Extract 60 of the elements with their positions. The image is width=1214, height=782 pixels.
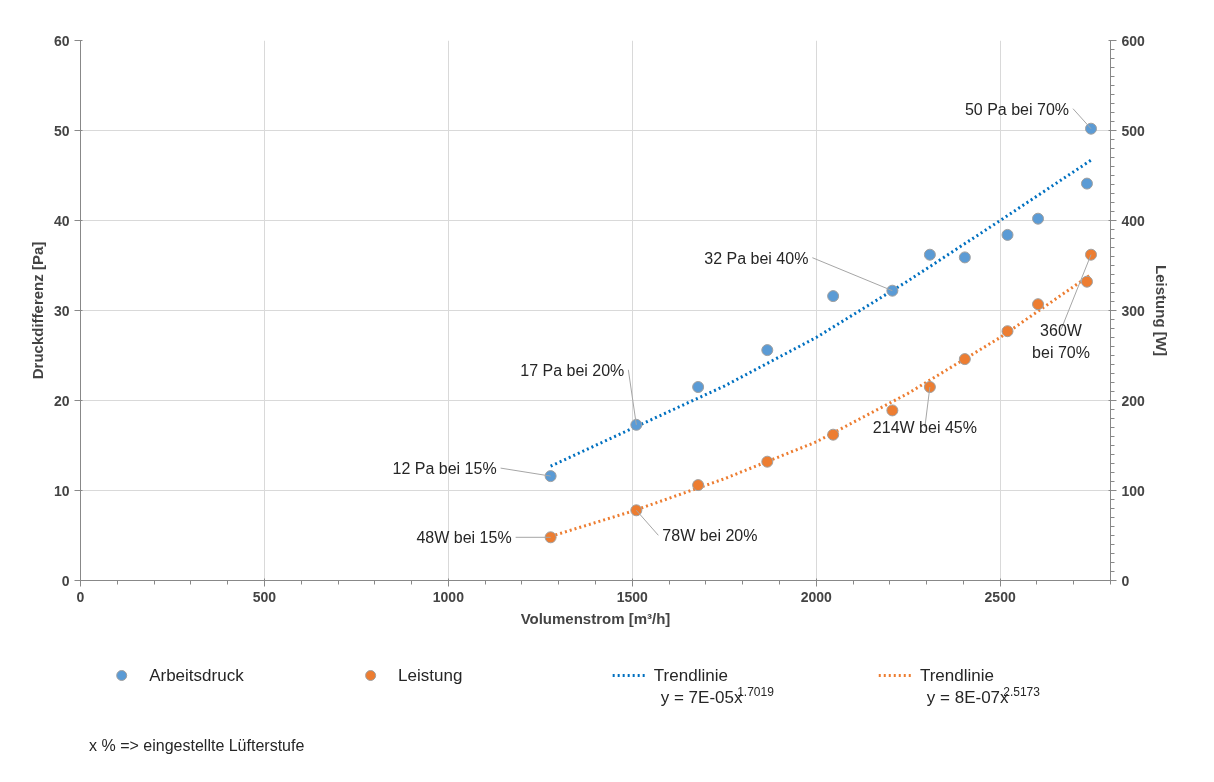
point — [544, 470, 557, 483]
y-tick-label: 30 — [53, 302, 70, 319]
point — [1032, 212, 1045, 225]
point — [1001, 228, 1014, 241]
x-tick-label: 1500 — [616, 588, 649, 605]
x-tick-label: 0 — [76, 588, 85, 605]
point — [886, 404, 899, 417]
point — [1085, 248, 1097, 261]
point — [544, 531, 557, 544]
y2-tick-label: 300 — [1121, 302, 1146, 319]
y-tick-label: 0 — [61, 572, 70, 589]
y2-tick-label: 500 — [1121, 122, 1146, 139]
point — [630, 418, 643, 431]
point — [1001, 325, 1014, 338]
point — [1080, 275, 1093, 288]
point — [692, 479, 705, 492]
y-tick-label: 60 — [53, 32, 70, 49]
point — [923, 381, 936, 393]
x-axis-title: Volumenstrom [m³/h] — [520, 609, 671, 627]
annotation: 50 Pa bei 70% — [964, 100, 1069, 118]
y-tick-label: 40 — [53, 212, 70, 229]
point — [923, 248, 936, 261]
y2-tick-label: 200 — [1121, 392, 1146, 409]
point — [1032, 298, 1045, 311]
y2-tick-label: 0 — [1121, 572, 1130, 589]
x-tick-label: 500 — [252, 588, 277, 605]
y2-tick-label: 100 — [1121, 482, 1146, 499]
x-tick-label: 2500 — [984, 588, 1016, 605]
point — [827, 428, 840, 441]
y-tick-label: 10 — [53, 482, 70, 499]
y2-axis-title: Leistung [W] — [1152, 265, 1170, 356]
point — [958, 353, 971, 366]
annotation: 214W bei 45% — [872, 419, 977, 436]
y-tick-label: 20 — [53, 392, 70, 409]
annotation: 12 Pa bei 15% — [392, 460, 497, 478]
y-tick-label: 50 — [53, 122, 70, 139]
point — [692, 381, 705, 393]
legend-label: Trendlinie y = 7E-05x1.7019 — [653, 666, 775, 707]
annotation: 48W bei 15% — [416, 529, 512, 547]
annotation: 32 Pa bei 40% — [704, 249, 809, 267]
x-tick-label: 2000 — [800, 588, 832, 605]
point — [827, 290, 840, 303]
legend-label: Leistung — [398, 666, 463, 685]
annotation: 360W bei 70% — [1032, 321, 1090, 361]
y2-tick-label: 400 — [1121, 212, 1146, 229]
text: x % => eingestellte Lüfterstufe — [89, 737, 305, 754]
point — [761, 344, 774, 357]
legend-label: Trendlinie y = 8E-07x2.5173 — [919, 666, 1041, 707]
point — [958, 251, 971, 264]
point — [886, 284, 899, 297]
annotation: 78W bei 20% — [662, 527, 758, 545]
y2-tick-label: 600 — [1121, 32, 1146, 49]
y-axis-title: Druckdifferenz [Pa] — [28, 241, 46, 380]
annotation: 17 Pa bei 20% — [520, 361, 625, 379]
point — [1080, 177, 1093, 190]
x-tick-label: 1000 — [432, 588, 465, 605]
point — [761, 455, 774, 468]
legend-label: Arbeitsdruck — [149, 666, 245, 685]
point — [1085, 122, 1097, 135]
point — [630, 504, 643, 517]
